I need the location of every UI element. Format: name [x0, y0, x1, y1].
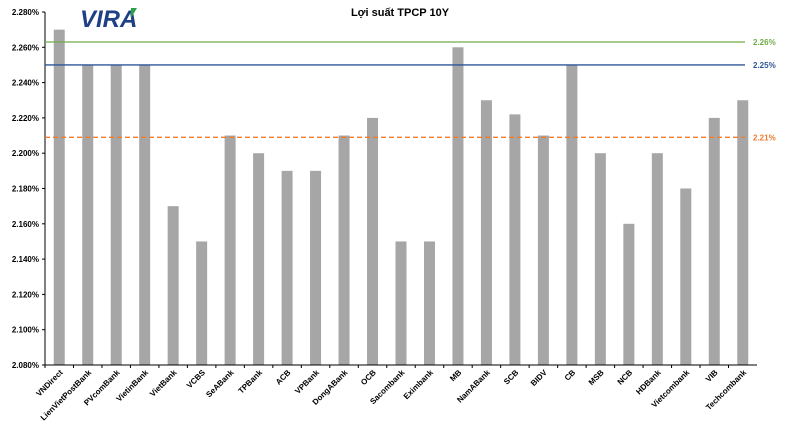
bar-SCB	[509, 114, 521, 366]
bars-group	[53, 29, 749, 366]
x-tick-label: CB	[563, 368, 578, 383]
bar-NamABank	[480, 100, 492, 365]
y-tick-label: 2.120%	[12, 290, 39, 299]
bar-BIDV	[537, 135, 549, 365]
y-tick-label: 2.180%	[12, 185, 39, 194]
reference-line-label: 2.26%	[753, 38, 776, 47]
x-tick-label: NCB	[616, 368, 635, 387]
vira-logo: VIRA	[80, 6, 137, 33]
y-axis: 2.080% 2.100% 2.120% 2.140% 2.160% 2.180% 2.20…	[12, 8, 46, 370]
x-tick-label: VietBank	[148, 368, 179, 399]
bar-VNDirect	[53, 29, 65, 366]
bar-MSB	[594, 153, 606, 365]
x-tick-label: LienVietPostBank	[39, 368, 94, 421]
bar-CB	[566, 64, 578, 365]
y-tick-label: 2.200%	[12, 149, 39, 158]
bar-VietinBank	[139, 64, 151, 365]
logo-text: VIRA	[80, 6, 137, 33]
bar-Eximbank	[423, 241, 435, 365]
y-tick-label: 2.220%	[12, 114, 39, 123]
x-tick-label: BIDV	[529, 368, 549, 388]
x-tick-label: HDBank	[634, 368, 663, 397]
reference-lines: 2.26% 2.25% 2.21%	[45, 38, 776, 142]
y-tick-label: 2.160%	[12, 220, 39, 229]
y-tick-label: 2.260%	[12, 43, 39, 52]
bar-VIB	[708, 117, 720, 366]
bar-TPBank	[253, 153, 265, 365]
bar-OCB	[367, 117, 379, 366]
bar-Techcombank	[737, 100, 749, 365]
bar-VCBS	[196, 241, 208, 365]
x-tick-label: VIB	[704, 368, 720, 384]
bar-VPBank	[310, 170, 322, 365]
x-tick-label: SCB	[502, 368, 520, 386]
x-tick-label: ACB	[274, 368, 293, 387]
chart-title: Lợi suất TPCP 10Y	[351, 7, 450, 19]
x-tick-label: VCBS	[185, 368, 208, 391]
x-axis: VNDirectLienVietPostBankPVcomBankVietinB…	[34, 364, 757, 421]
x-tick-label: MSB	[587, 368, 606, 387]
x-tick-label: MB	[448, 368, 463, 383]
bar-LienVietPostBank	[82, 64, 94, 365]
bar-VietBank	[167, 206, 179, 365]
y-tick-label: 2.100%	[12, 326, 39, 335]
y-tick-label: 2.140%	[12, 255, 39, 264]
x-tick-label: Eximbank	[402, 368, 435, 401]
bar-MB	[452, 47, 464, 366]
bar-Sacombank	[395, 241, 407, 365]
reference-line-label: 2.21%	[753, 133, 776, 142]
y-tick-label: 2.280%	[12, 8, 39, 17]
bar-SeABank	[224, 135, 236, 365]
x-tick-label: OCB	[359, 368, 378, 387]
bar-ACB	[281, 170, 293, 365]
bar-NCB	[623, 223, 635, 365]
bar-HDBank	[651, 153, 663, 365]
reference-line-label: 2.25%	[753, 61, 776, 70]
bar-Vietcombank	[680, 188, 692, 365]
x-tick-label: VPBank	[293, 368, 321, 396]
logo-accent-mark	[131, 8, 137, 18]
y-tick-label: 2.080%	[12, 361, 39, 370]
x-tick-label: SeABank	[204, 368, 236, 400]
bar-DongABank	[338, 135, 350, 365]
bar-PVcomBank	[110, 64, 122, 365]
x-tick-label: TPBank	[237, 368, 265, 396]
y-tick-label: 2.240%	[12, 79, 39, 88]
